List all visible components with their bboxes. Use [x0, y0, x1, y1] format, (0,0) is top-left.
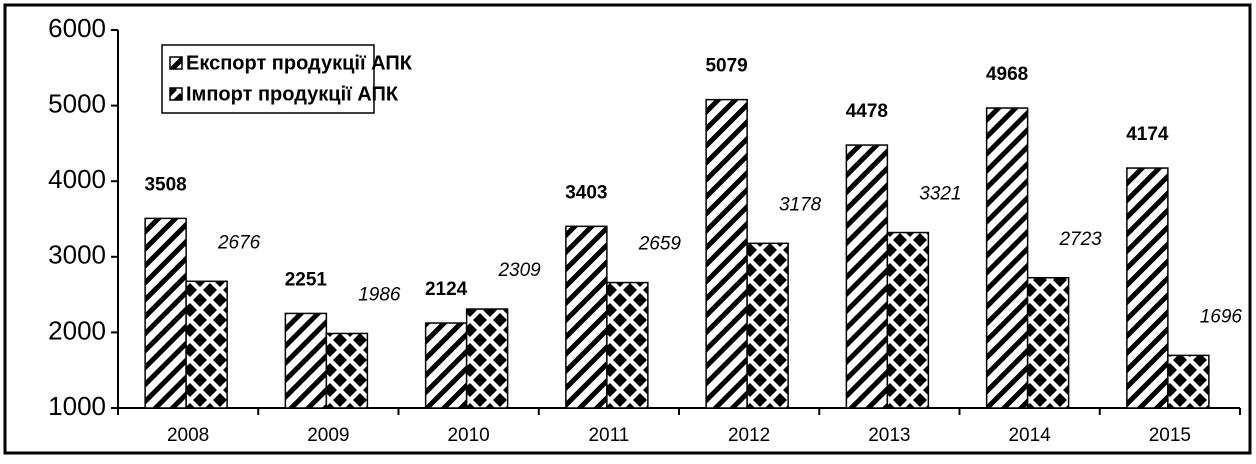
- value-label: 4174: [1126, 124, 1169, 145]
- legend-box: [161, 44, 375, 114]
- bar: [144, 217, 187, 409]
- bar: [185, 280, 228, 409]
- bar: [565, 225, 608, 409]
- value-label: 2659: [638, 234, 682, 255]
- y-tick-label: 4000: [48, 164, 106, 194]
- value-label: 5079: [705, 56, 747, 77]
- bar: [886, 231, 930, 409]
- legend-swatch: [169, 56, 183, 70]
- x-tick-label: 2008: [167, 425, 209, 446]
- value-label: 4968: [986, 64, 1028, 85]
- y-tick-label: 5000: [48, 88, 106, 118]
- value-label: 3321: [919, 184, 961, 205]
- bar: [1126, 167, 1169, 409]
- bar: [705, 98, 748, 409]
- y-tick-label: 2000: [48, 315, 106, 345]
- legend-label: Експорт продукції АПК: [186, 52, 413, 74]
- bar: [465, 308, 509, 409]
- value-label: 3403: [565, 182, 607, 203]
- value-label: 4478: [846, 101, 888, 122]
- bar: [1167, 354, 1210, 409]
- value-label: 2124: [425, 279, 468, 300]
- value-label: 1696: [1200, 306, 1243, 327]
- value-label: 2723: [1058, 229, 1102, 250]
- value-label: 2676: [217, 232, 261, 253]
- x-tick-label: 2010: [447, 425, 489, 446]
- x-tick-label: 2011: [588, 425, 629, 446]
- legend-label: Імпорт продукції АПК: [186, 83, 399, 105]
- x-tick-label: 2013: [868, 425, 910, 446]
- value-label: 3178: [779, 194, 822, 215]
- bar: [284, 312, 328, 409]
- y-tick-label: 1000: [48, 391, 106, 421]
- legend-swatch: [169, 87, 183, 101]
- bar: [325, 332, 369, 409]
- bar: [1026, 276, 1070, 409]
- bar: [746, 242, 789, 409]
- bar: [845, 144, 889, 409]
- x-tick-label: 2015: [1149, 425, 1191, 446]
- y-tick-label: 6000: [48, 13, 106, 43]
- y-tick-label: 3000: [48, 240, 106, 270]
- x-tick-label: 2009: [307, 425, 349, 446]
- x-tick-label: 2014: [1008, 425, 1051, 446]
- value-label: 2251: [285, 269, 328, 290]
- value-label: 3508: [144, 174, 186, 195]
- value-label: 2309: [497, 260, 541, 281]
- x-tick-label: 2012: [728, 425, 770, 446]
- bar: [985, 107, 1029, 409]
- bar: [606, 281, 649, 409]
- value-label: 1986: [358, 284, 401, 305]
- bar: [424, 322, 468, 409]
